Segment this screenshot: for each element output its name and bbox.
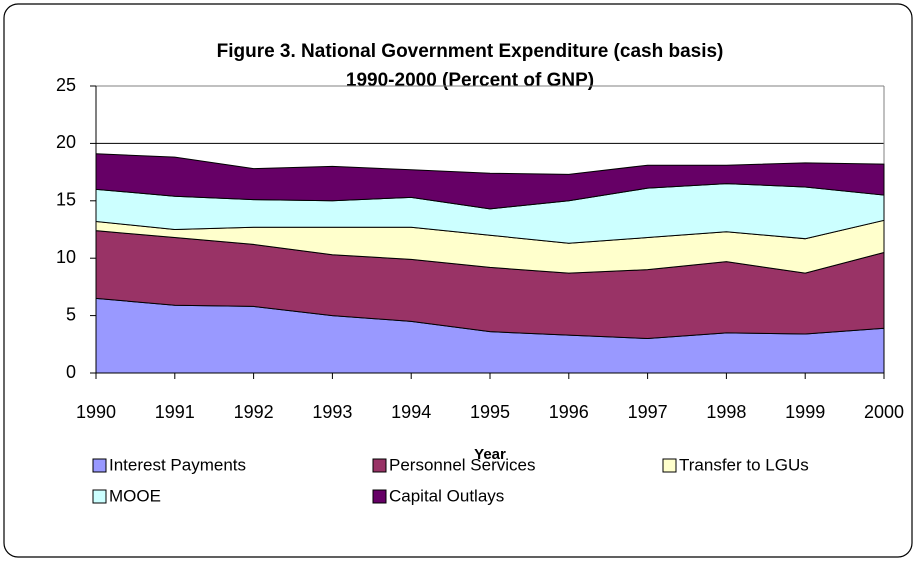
x-tick-label: 1990	[76, 402, 116, 422]
y-tick-label: 0	[66, 362, 76, 382]
legend-label: Personnel Services	[389, 455, 535, 474]
x-tick-label: 1992	[234, 402, 274, 422]
legend-swatch	[372, 489, 387, 504]
chart-title: 1990-2000 (Percent of GNP)	[346, 70, 594, 91]
legend-label: MOOE	[109, 486, 161, 505]
y-tick-label: 25	[56, 75, 76, 95]
x-tick-label: 1994	[391, 402, 431, 422]
x-axis-label: Year	[474, 446, 506, 463]
x-tick-label: 1991	[155, 402, 195, 422]
area	[95, 153, 885, 210]
x-tick-label: 1998	[706, 402, 746, 422]
y-tick-label: 15	[56, 190, 76, 210]
x-tick-label: 1996	[549, 402, 589, 422]
legend-label: Capital Outlays	[389, 486, 504, 505]
chart-title: Figure 3. National Government Expenditur…	[217, 41, 724, 62]
y-tick-label: 10	[56, 247, 76, 267]
legend-swatch	[662, 458, 677, 473]
legend-swatch	[92, 458, 107, 473]
legend-label: Transfer to LGUs	[679, 455, 809, 474]
x-tick-label: 1995	[470, 402, 510, 422]
x-tick-label: 1993	[312, 402, 352, 422]
legend-swatch	[372, 458, 387, 473]
legend-swatch	[92, 489, 107, 504]
x-tick-label: 1997	[628, 402, 668, 422]
y-tick-label: 20	[56, 132, 76, 152]
x-tick-label: 1999	[785, 402, 825, 422]
y-tick-label: 5	[66, 304, 76, 324]
legend-label: Interest Payments	[109, 455, 246, 474]
x-tick-label: 2000	[864, 402, 904, 422]
